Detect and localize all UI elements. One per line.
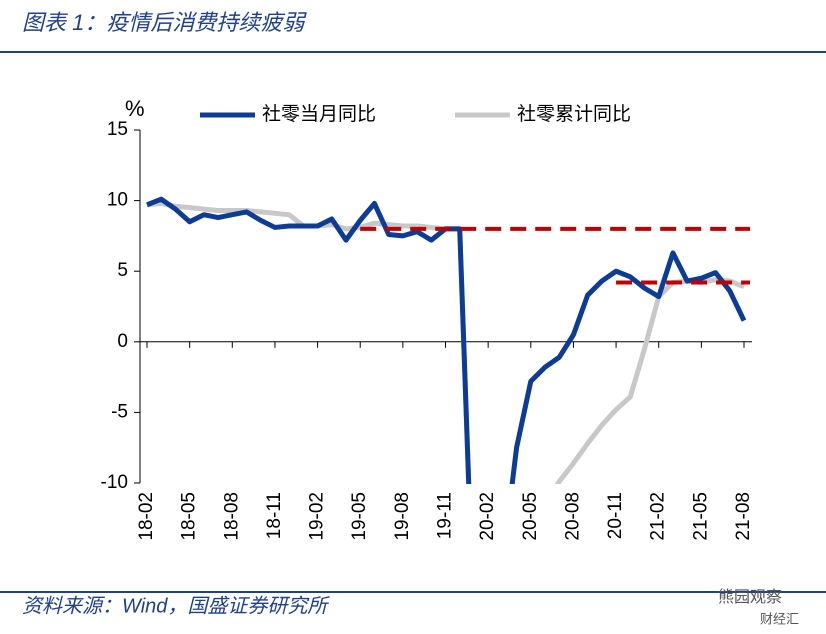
x-tick-label: 18-05	[179, 492, 200, 541]
source: 资料来源：Wind，国盛证券研究所	[22, 595, 330, 617]
y-tick-label: 15	[107, 119, 128, 140]
legend-label: 社零当月同比	[262, 103, 376, 125]
watermark: 熊园观察	[718, 588, 782, 606]
x-tick-label: 20-05	[520, 492, 541, 541]
watermark: 财经汇	[760, 611, 799, 626]
series-line	[146, 196, 747, 484]
y-axis-label: %	[125, 96, 145, 121]
x-tick-label: 19-08	[392, 492, 413, 541]
x-tick-label: 18-02	[136, 492, 157, 541]
x-tick-label: 20-02	[477, 492, 498, 541]
y-tick-label: 5	[117, 260, 128, 281]
x-tick-label: 18-11	[264, 492, 285, 539]
x-tick-label: 20-11	[605, 492, 626, 539]
y-tick-label: -10	[101, 472, 128, 493]
x-tick-label: 21-08	[733, 492, 754, 541]
y-tick-label: 0	[117, 331, 128, 352]
series-line	[146, 200, 745, 484]
x-tick-label: 19-02	[307, 492, 328, 541]
x-tick-label: 20-08	[562, 492, 583, 541]
legend-label: 社零累计同比	[517, 103, 631, 125]
y-tick-label: -5	[111, 401, 128, 422]
x-tick-label: 18-08	[221, 492, 242, 541]
x-tick-label: 19-05	[349, 492, 370, 541]
y-tick-label: 10	[107, 190, 128, 211]
x-tick-label: 19-11	[435, 492, 456, 539]
x-tick-label: 21-05	[690, 492, 711, 541]
x-tick-label: 21-02	[648, 492, 669, 541]
chart-title: 图表 1：疫情后消费持续疲弱	[22, 10, 307, 35]
plot-area	[146, 196, 750, 484]
